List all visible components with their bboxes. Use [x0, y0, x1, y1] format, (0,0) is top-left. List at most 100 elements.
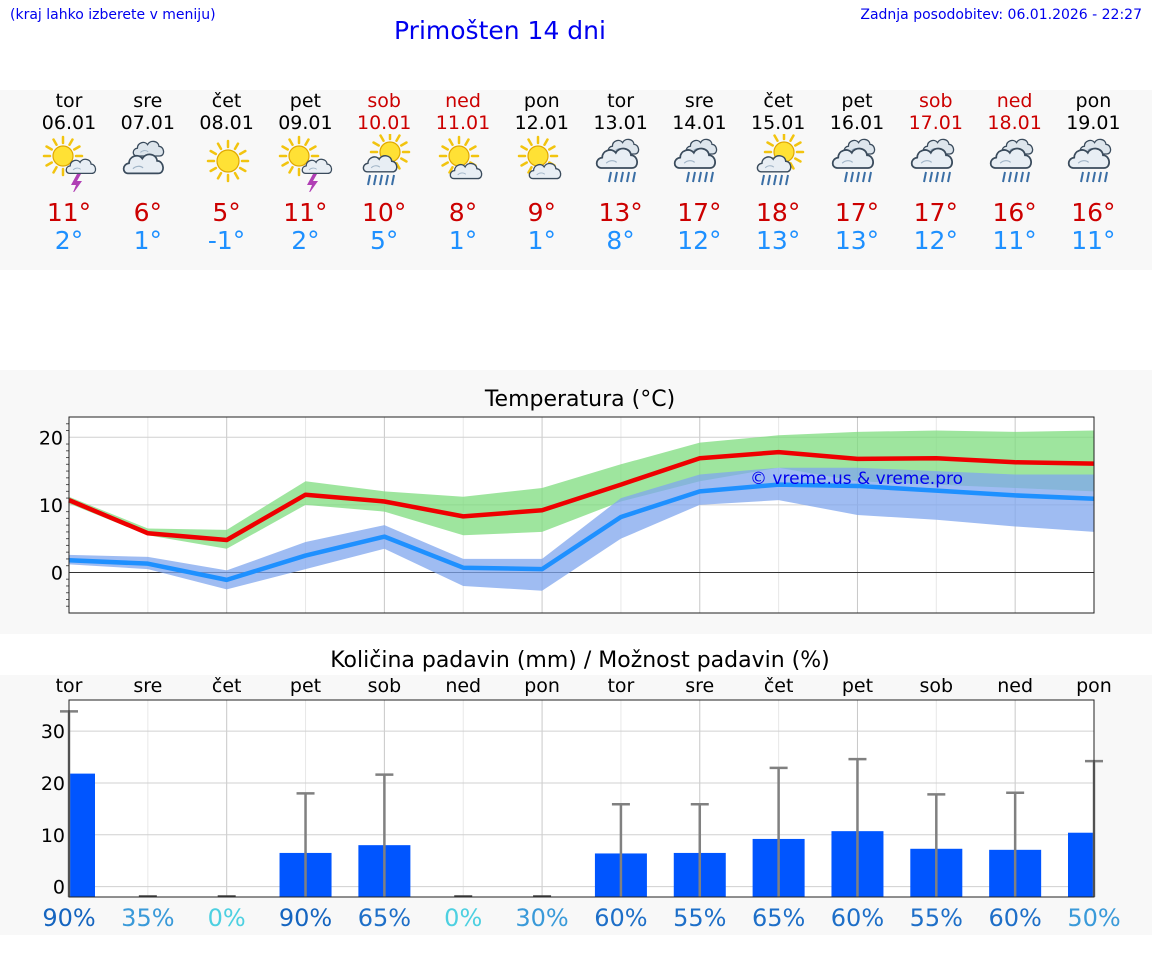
day-column: sob 10.01 10° 5°: [344, 90, 424, 260]
max-band: [69, 430, 1094, 549]
cloudy-icon: [122, 140, 165, 175]
temp-min: 11°: [992, 226, 1037, 255]
temp-max: 17°: [834, 198, 880, 227]
day-column: čet 08.01 5° -1°: [187, 90, 267, 260]
day-name: pet: [841, 90, 873, 112]
rain-cloud-icon: [831, 138, 876, 183]
rain-cloud-icon: [1068, 138, 1112, 183]
precip-day-label: čet: [763, 675, 794, 697]
precip-day-label: pon: [524, 675, 560, 697]
precip-probability: 55%: [909, 904, 963, 932]
day-name: čet: [211, 90, 242, 112]
day-column: ned 11.01 8° 1°: [423, 90, 503, 260]
precip-probability: 35%: [121, 904, 175, 932]
day-date: 09.01: [278, 112, 333, 134]
sun-cloud-rain-icon: [756, 134, 805, 186]
precip-day-label: tor: [607, 675, 635, 697]
precip-probability: 0%: [207, 904, 246, 932]
y-tick-label: 30: [41, 721, 65, 743]
precip-day-label: sre: [133, 675, 163, 697]
plot-frame: [68, 416, 1095, 614]
precip-day-label: pet: [289, 675, 322, 697]
max-temp-line: [68, 449, 1095, 543]
temp-min: 12°: [677, 226, 722, 255]
precip-probability: 60%: [988, 904, 1042, 932]
temp-max: 11°: [283, 198, 328, 227]
precip-day-label: pet: [841, 675, 874, 697]
temp-min: 11°: [1071, 226, 1116, 255]
y-tick-label: 10: [41, 825, 65, 847]
y-tick-label: 20: [41, 773, 65, 795]
precip-probability: 50%: [1067, 904, 1121, 932]
day-column: pon 12.01 9° 1°: [502, 90, 582, 260]
precip-day-label: pon: [1076, 675, 1112, 697]
precip-probability: 90%: [42, 904, 96, 932]
temp-max: 16°: [992, 198, 1037, 227]
temp-max: 11°: [46, 198, 92, 227]
sun-cloud-thunder-icon: [279, 135, 333, 192]
day-date: 12.01: [514, 112, 569, 134]
temp-min: 2°: [54, 226, 84, 255]
sun-cloud-icon: [438, 135, 483, 180]
page-title: Primošten 14 dni: [394, 16, 606, 45]
precip-day-label: čet: [211, 675, 242, 697]
precip-probability: 65%: [751, 904, 806, 932]
day-date: 16.01: [829, 112, 885, 134]
plot-frame: [68, 699, 1095, 898]
spacer: [0, 285, 1152, 365]
precipitation-chart: 0 10 20 30: [41, 699, 1103, 899]
day-name: pet: [289, 90, 321, 112]
day-date: 15.01: [750, 112, 806, 134]
location-hint: (kraj lahko izberete v meniju): [10, 7, 216, 23]
rain-cloud-icon: [989, 138, 1033, 183]
y-tick-label: 10: [39, 495, 63, 517]
day-column: tor 06.01 11° 2°: [29, 90, 109, 260]
day-date: 17.01: [908, 112, 963, 134]
day-name: ned: [445, 90, 481, 112]
temp-max: 9°: [527, 198, 556, 227]
rain-cloud-icon: [910, 138, 955, 183]
sun-cloud-rain-icon: [362, 134, 411, 186]
day-column: tor 13.01 13° 8°: [581, 90, 661, 260]
day-date: 18.01: [987, 112, 1042, 134]
day-date: 08.01: [199, 112, 254, 134]
precip-day-label: sre: [685, 675, 715, 697]
precip-day-label: tor: [55, 675, 83, 697]
precip-probability: 60%: [830, 904, 885, 932]
day-name: čet: [763, 90, 793, 112]
temp-max: 18°: [756, 198, 801, 227]
temp-min: 13°: [756, 226, 801, 255]
sun-icon: [206, 139, 249, 183]
day-date: 14.01: [672, 112, 727, 134]
temp-max: 8°: [448, 198, 478, 227]
temp-max: 17°: [677, 198, 722, 227]
temp-max: 13°: [598, 198, 643, 227]
temp-max: 17°: [913, 198, 958, 227]
temp-max: 10°: [362, 198, 407, 227]
day-column: sob 17.01 17° 12°: [896, 90, 976, 260]
sun-cloud-thunder-icon: [42, 135, 97, 192]
day-name: sob: [919, 90, 953, 112]
day-date: 11.01: [435, 112, 491, 134]
day-date: 13.01: [593, 112, 648, 134]
precip-day-label: ned: [445, 675, 482, 697]
day-name: pon: [523, 90, 560, 112]
day-column: sre 14.01 17° 12°: [659, 90, 739, 260]
day-name: sob: [367, 90, 401, 112]
precip-day-label: sob: [367, 675, 402, 697]
temp-max: 16°: [1071, 198, 1116, 227]
temp-min: 1°: [527, 226, 556, 255]
precip-probability: 55%: [673, 904, 727, 932]
day-date: 07.01: [120, 112, 175, 134]
forecast-strip: tor 06.01 11° 2° sre 07.01 6° 1° čet 08.01 5° -1° pe…: [0, 90, 1152, 270]
temperature-chart: 0 10 20 © vreme.us & vreme.pro: [39, 416, 1095, 614]
temp-min: 2°: [291, 226, 320, 255]
day-name: tor: [607, 90, 635, 112]
day-column: ned 18.01 16° 11°: [975, 90, 1055, 260]
precip-probability: 65%: [357, 904, 412, 932]
temp-min: 8°: [606, 226, 635, 255]
min-band: [69, 467, 1094, 591]
precip-bar: [69, 773, 95, 897]
precip-probability: 30%: [515, 904, 569, 932]
temp-min: 12°: [913, 226, 958, 255]
